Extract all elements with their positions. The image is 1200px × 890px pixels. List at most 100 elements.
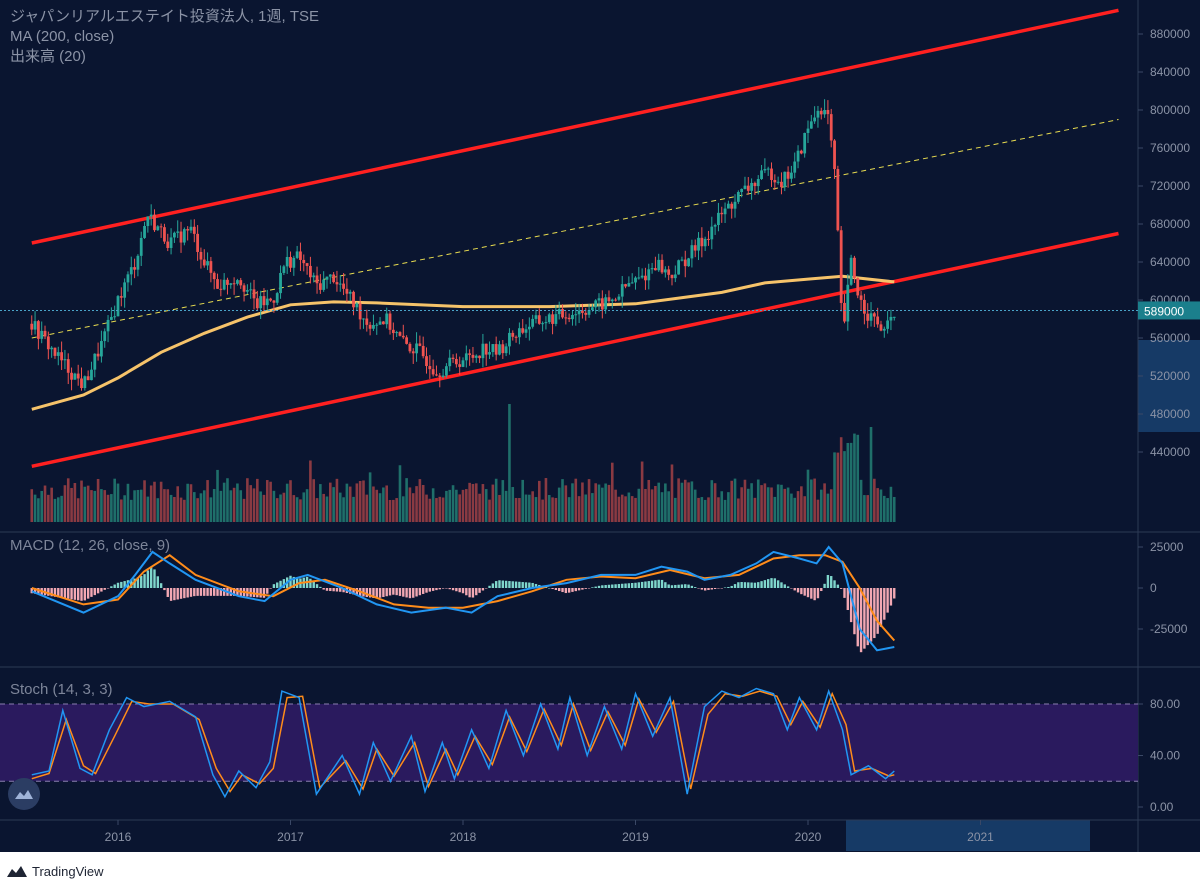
macd-histogram-bar: [140, 575, 143, 588]
price-tick-label: 560000: [1150, 331, 1190, 345]
volume-bar: [149, 485, 153, 522]
candle-body: [770, 168, 773, 180]
macd-histogram-bar: [418, 588, 422, 596]
volume-bar: [133, 490, 136, 522]
moving-average: [31, 274, 895, 411]
volume-bar: [471, 483, 475, 522]
volume-bar: [773, 496, 777, 522]
candle-body: [823, 110, 826, 115]
candle-body: [46, 336, 50, 350]
volume-bar: [763, 483, 767, 522]
tradingview-logo-icon: [7, 866, 27, 877]
macd-histogram-bar: [889, 588, 893, 606]
volume-bar: [418, 479, 422, 522]
volume-bar: [587, 479, 591, 522]
volume-bar: [776, 484, 780, 522]
volume-bar: [378, 493, 382, 522]
macd-histogram-bar: [680, 584, 684, 588]
macd-histogram-bar: [388, 588, 392, 596]
macd-histogram-bar: [528, 582, 531, 588]
macd-histogram-bar: [335, 588, 339, 592]
macd-histogram-bar: [86, 588, 90, 599]
volume-bar: [156, 498, 160, 522]
brand[interactable]: TradingView: [6, 860, 104, 882]
volume-bar: [103, 490, 107, 522]
volume-bar: [876, 488, 879, 522]
volume-bar: [342, 497, 345, 522]
volume-bar: [591, 493, 594, 522]
macd-histogram-bar: [780, 582, 783, 588]
chart-logo-button[interactable]: [8, 778, 40, 810]
macd-histogram-bar: [415, 588, 418, 597]
volume-bar: [567, 497, 571, 522]
macd-histogram-bar: [743, 582, 747, 588]
macd-tick-label: 0: [1150, 581, 1157, 595]
macd-histogram-bar: [846, 588, 850, 611]
macd-histogram-bar: [289, 575, 292, 588]
candle-body: [660, 259, 664, 273]
candle-body: [862, 299, 866, 314]
candle-body: [345, 288, 349, 294]
volume-bar: [408, 487, 412, 522]
candle-body: [60, 352, 64, 361]
macd-histogram-bar: [213, 588, 216, 596]
macd-histogram-bar: [621, 583, 624, 588]
volume-bar: [839, 437, 843, 522]
volume-bar: [743, 479, 747, 522]
macd-histogram-bar: [776, 580, 780, 588]
volume-bar: [524, 494, 528, 522]
candle-body: [634, 277, 637, 283]
volume-bar: [594, 483, 597, 522]
macd-histogram-bar: [385, 588, 388, 597]
candle-body: [594, 300, 598, 308]
candle-body: [445, 366, 448, 376]
volume-bar: [740, 487, 743, 522]
macd-histogram-bar: [47, 588, 50, 596]
candle-body: [395, 332, 399, 334]
candle-body: [872, 313, 876, 317]
volume-bar: [753, 497, 757, 522]
macd-histogram-bar: [773, 578, 777, 588]
macd-histogram-bar: [352, 588, 355, 595]
macd-histogram-bar: [863, 588, 866, 649]
candle-body: [604, 297, 608, 310]
macd-histogram-bar: [567, 588, 571, 593]
volume-bar: [697, 497, 700, 522]
candle-body: [70, 372, 73, 380]
volume-bar: [345, 483, 349, 522]
last-price-tag-box: [1138, 301, 1200, 320]
macd-histogram-bar: [577, 588, 581, 591]
candle-body: [159, 226, 163, 228]
volume-bar: [292, 495, 296, 522]
macd-histogram-bar: [826, 574, 830, 588]
volume-bar: [813, 478, 816, 522]
volume-bar: [647, 479, 651, 522]
candle-body: [892, 316, 896, 318]
volume-bar: [116, 483, 120, 522]
macd-histogram-bar: [272, 584, 276, 588]
volume-bar: [458, 494, 461, 522]
macd-histogram-bar: [219, 588, 223, 596]
candle-body: [239, 280, 243, 286]
volume-bar: [259, 491, 262, 522]
candle-body: [282, 266, 286, 273]
macd-histogram-bar: [123, 581, 126, 588]
candle-body: [889, 316, 893, 321]
candle-body: [637, 277, 641, 279]
macd-histogram-bar: [266, 588, 269, 594]
macd-histogram-bar: [133, 578, 136, 588]
candle-body: [657, 259, 661, 271]
macd-histogram-bar: [710, 588, 713, 590]
macd-histogram-bar: [70, 588, 73, 600]
macd-histogram-bar: [186, 588, 189, 598]
volume-bar: [222, 482, 226, 522]
volume-bar: [63, 485, 67, 522]
volume-legend: 出来高 (20): [10, 48, 86, 65]
volume-bar: [325, 496, 329, 522]
candle-body: [325, 276, 329, 280]
candle-body: [33, 321, 37, 330]
candle-body: [610, 299, 614, 302]
macd-histogram-bar: [660, 579, 664, 588]
volume-bar: [690, 481, 694, 522]
